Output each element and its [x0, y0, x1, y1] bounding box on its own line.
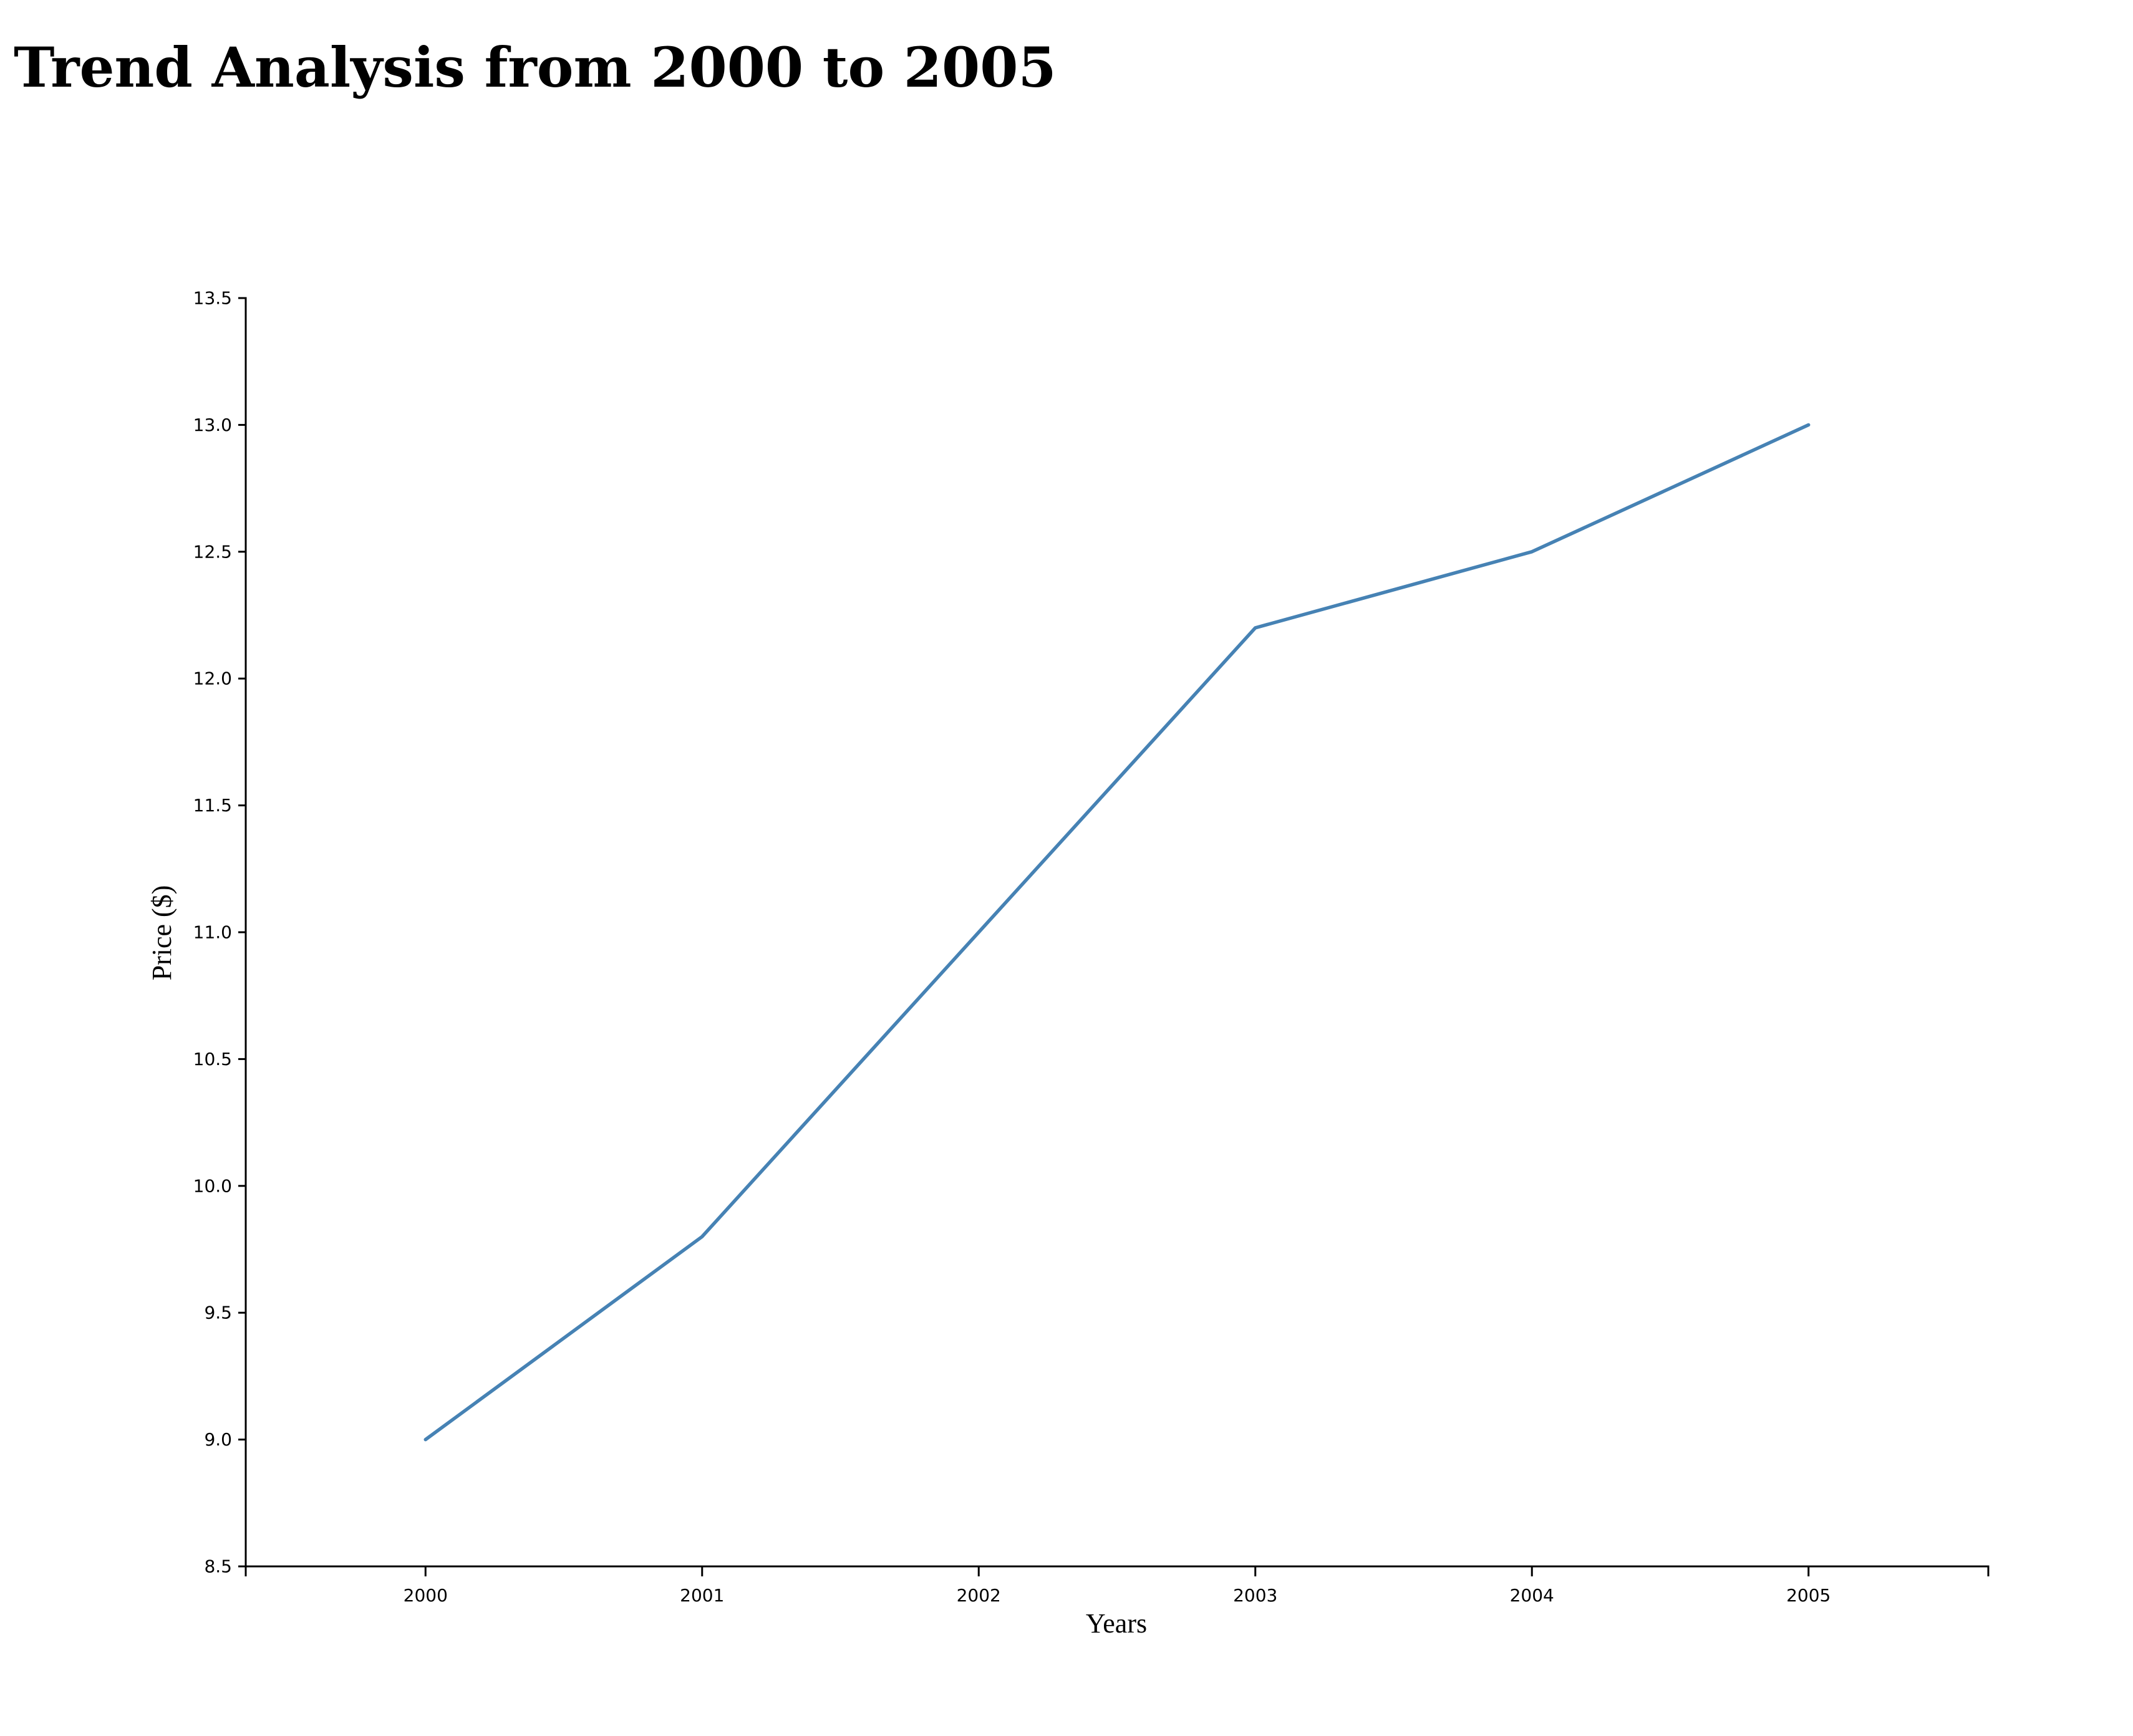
x-axis-line: [244, 1565, 1990, 1576]
page-title: Trend Analysis from 2000 to 2005: [14, 35, 1057, 100]
x-axis: 2000 2001 2002 2003 2004 2005: [244, 1565, 1990, 1606]
series-line: [423, 423, 1811, 1442]
y-tick-label: 11.5: [193, 795, 232, 816]
y-tick-label: 10.5: [193, 1049, 232, 1069]
y-tick-label: 13.0: [193, 415, 232, 435]
y-tick-label: 11.0: [193, 922, 232, 943]
x-tick-label: 2002: [957, 1585, 1001, 1606]
x-tick-label: 2000: [404, 1585, 448, 1606]
y-tick-label: 12.0: [193, 668, 232, 689]
y-axis-title: Price ($): [147, 885, 177, 981]
x-tick-label: 2004: [1510, 1585, 1554, 1606]
series-group: [423, 423, 1811, 1442]
y-tick-label: 12.5: [193, 541, 232, 562]
x-axis-title: Years: [1086, 1608, 1147, 1639]
x-tick-label: 2001: [680, 1585, 724, 1606]
y-tick-label: 8.5: [204, 1556, 232, 1577]
y-tick-label: 9.0: [204, 1429, 232, 1450]
x-tick-label: 2003: [1233, 1585, 1277, 1606]
y-axis: 8.5 9.0 9.5 10.0 10.5 11.0 11.5 12.0 12.5 13.0 13.…: [193, 288, 247, 1577]
y-tick-label: 9.5: [204, 1303, 232, 1323]
y-tick-label: 10.0: [193, 1175, 232, 1196]
y-tick-label: 13.5: [193, 288, 232, 309]
x-tick-label: 2005: [1786, 1585, 1831, 1606]
